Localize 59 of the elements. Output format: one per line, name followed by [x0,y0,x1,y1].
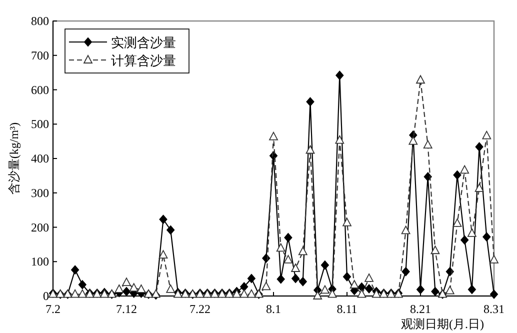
point [114,284,124,293]
y-tick-label: 100 [31,254,49,269]
point [232,289,242,298]
point [306,145,315,154]
point [350,280,359,288]
x-tick-label: 8.21 [410,302,431,316]
point [284,254,293,264]
point [408,136,418,145]
point [158,250,168,259]
y-tick-label: 300 [31,186,49,200]
point [342,218,352,226]
point [78,289,87,298]
point [240,289,249,298]
point [328,289,337,298]
point [372,289,381,298]
point [423,140,432,149]
point [474,183,484,192]
x-tick-label: 7.2 [46,302,60,316]
point [276,243,286,252]
x-tick-label: 7.22 [190,302,210,316]
point [401,226,410,234]
point [460,165,470,174]
y-tick-label: 800 [31,14,49,28]
point [269,132,278,140]
point [262,282,271,290]
point [136,284,146,293]
point [445,286,454,294]
y-tick-label: 400 [31,152,49,166]
y-tick-label: 700 [31,48,49,62]
point [166,284,176,293]
point [364,274,374,282]
x-tick-label: 7.12 [116,302,137,316]
point [291,264,300,272]
point [357,289,366,298]
point [70,289,80,298]
point [247,289,256,298]
point [490,254,498,264]
point [320,285,330,294]
point [482,130,492,140]
x-tick-label: 8.1 [266,302,281,316]
y-tick-label: 0 [43,289,49,303]
point [468,228,476,237]
legend-label: 实测含沙量 [111,35,176,50]
point [298,246,308,256]
point [430,246,440,254]
point [313,291,322,300]
y-axis-title: 含沙量(kg/m³) [7,122,21,195]
point [452,218,462,227]
y-tick-label: 200 [31,220,49,234]
legend-label: 计算含沙量 [111,53,176,68]
x-tick-label: 8.31 [484,302,504,316]
x-axis-title: 观测日期(月.日) [401,317,484,331]
point [129,283,138,292]
x-tick-label: 8.11 [336,302,358,316]
y-tick-label: 500 [31,117,49,132]
point [122,278,131,286]
point [335,135,344,144]
y-tick-label: 600 [31,82,49,97]
point [416,75,425,84]
